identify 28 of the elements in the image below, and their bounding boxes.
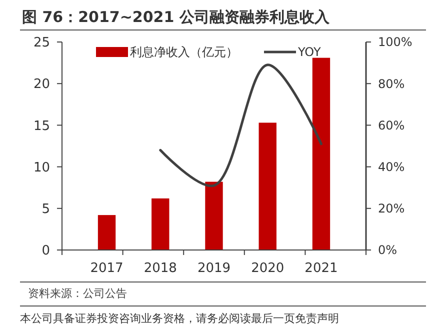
y-tick-label: 15	[33, 118, 50, 134]
y-tick-label: 10	[33, 160, 50, 176]
bar	[98, 215, 116, 250]
text: 资料来源：公司公告	[28, 287, 127, 300]
y2-tick-label: 60%	[378, 118, 405, 132]
y-tick-label: 0	[42, 244, 50, 259]
x-tick-label: 2018	[144, 261, 177, 276]
y2-tick-label: 80%	[378, 76, 405, 91]
bar	[152, 198, 170, 250]
y2-tick-label: 0%	[378, 243, 398, 258]
legend-label: YOY	[297, 45, 322, 60]
legend-label: 利息净收入（亿元）	[130, 45, 238, 60]
y-tick-label: 5	[42, 202, 50, 217]
x-tick-label: 2017	[90, 261, 124, 276]
y-tick-label: 25	[33, 36, 50, 51]
y2-tick-label: 20%	[378, 202, 405, 216]
x-tick-label: 2020	[251, 261, 284, 276]
x-tick-label: 2019	[197, 261, 231, 276]
y2-tick-label: 40%	[378, 160, 405, 174]
line-series	[159, 64, 322, 187]
bar	[258, 122, 276, 250]
text: 本公司具备证券投资咨询业务资格，请务必阅读最后一页免责声明	[20, 312, 339, 325]
y2-tick-label: 100%	[378, 35, 412, 50]
chart-title: 图 76：2017~2021 公司融资融券利息收入	[22, 8, 330, 26]
bar	[205, 182, 223, 250]
bar	[312, 58, 330, 250]
x-tick-label: 2021	[304, 261, 338, 276]
y-tick-label: 20	[33, 77, 50, 92]
